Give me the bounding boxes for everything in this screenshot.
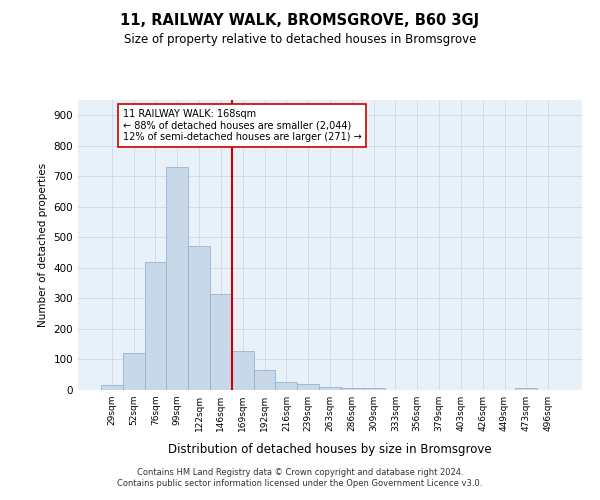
Bar [254, 370, 275, 390]
Text: 11 RAILWAY WALK: 168sqm
← 88% of detached houses are smaller (2,044)
12% of semi: 11 RAILWAY WALK: 168sqm ← 88% of detache… [123, 109, 361, 142]
Bar [232, 351, 254, 390]
Bar [123, 353, 145, 390]
Bar [341, 388, 363, 390]
Bar [363, 388, 385, 390]
Bar [188, 246, 210, 390]
Bar [275, 382, 297, 390]
Bar [515, 388, 537, 390]
Text: Size of property relative to detached houses in Bromsgrove: Size of property relative to detached ho… [124, 32, 476, 46]
Text: Distribution of detached houses by size in Bromsgrove: Distribution of detached houses by size … [168, 442, 492, 456]
Bar [101, 385, 123, 390]
Text: Contains HM Land Registry data © Crown copyright and database right 2024.
Contai: Contains HM Land Registry data © Crown c… [118, 468, 482, 487]
Bar [210, 294, 232, 390]
Y-axis label: Number of detached properties: Number of detached properties [38, 163, 48, 327]
Bar [297, 384, 319, 390]
Text: 11, RAILWAY WALK, BROMSGROVE, B60 3GJ: 11, RAILWAY WALK, BROMSGROVE, B60 3GJ [121, 12, 479, 28]
Bar [319, 387, 341, 390]
Bar [145, 262, 166, 390]
Bar [166, 167, 188, 390]
